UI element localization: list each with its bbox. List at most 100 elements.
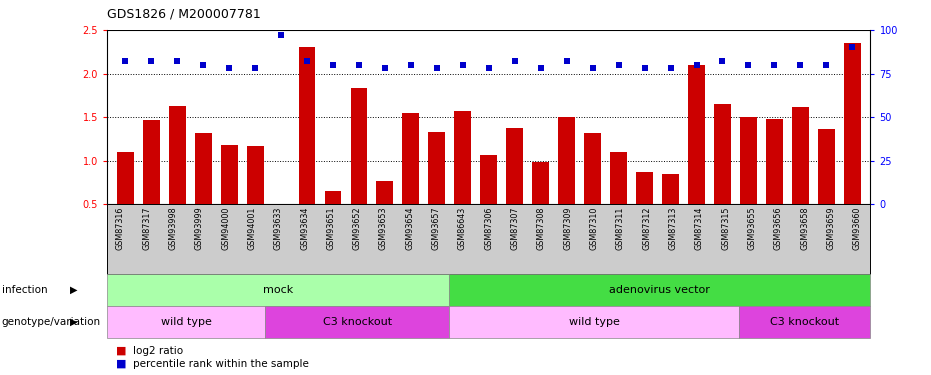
Point	[222, 65, 236, 71]
Bar	[169, 106, 185, 204]
Text: GSM87308: GSM87308	[537, 206, 546, 250]
Bar	[792, 107, 809, 204]
Text: GSM93653: GSM93653	[379, 206, 388, 250]
Text: log2 ratio: log2 ratio	[133, 346, 183, 355]
Point	[300, 58, 315, 64]
Text: GSM87310: GSM87310	[589, 206, 599, 250]
Point	[352, 62, 367, 68]
Text: adenovirus vector: adenovirus vector	[610, 285, 710, 295]
Bar	[740, 117, 757, 204]
Point	[767, 62, 782, 68]
Bar	[142, 120, 159, 204]
Text: GSM86643: GSM86643	[458, 206, 467, 249]
Text: GSM87312: GSM87312	[642, 206, 651, 250]
Text: GSM87309: GSM87309	[563, 206, 573, 250]
Point	[455, 62, 470, 68]
Point	[586, 65, 600, 71]
Text: GSM93634: GSM93634	[300, 206, 309, 250]
Point	[143, 58, 158, 64]
Point	[403, 62, 418, 68]
Text: GSM93656: GSM93656	[774, 206, 783, 250]
Bar	[350, 88, 368, 204]
Bar	[376, 181, 394, 204]
Text: wild type: wild type	[161, 316, 211, 327]
Point	[819, 62, 834, 68]
Text: wild type: wild type	[569, 316, 619, 327]
Point	[377, 65, 392, 71]
Point	[560, 58, 574, 64]
Text: GSM93633: GSM93633	[274, 206, 283, 250]
Point	[741, 62, 756, 68]
Point	[844, 45, 859, 51]
Text: GSM93659: GSM93659	[827, 206, 835, 250]
Text: GSM87306: GSM87306	[484, 206, 493, 250]
Bar	[714, 104, 731, 204]
Bar	[662, 174, 679, 204]
Point	[169, 58, 184, 64]
Text: infection: infection	[2, 285, 47, 295]
Text: GSM93999: GSM93999	[195, 206, 204, 250]
Text: GSM93998: GSM93998	[169, 206, 178, 250]
Text: GSM93654: GSM93654	[405, 206, 414, 250]
Point	[248, 65, 263, 71]
Text: GSM87314: GSM87314	[695, 206, 704, 250]
Bar	[402, 113, 419, 204]
Bar	[585, 133, 601, 204]
Bar	[428, 132, 445, 204]
Bar	[818, 129, 835, 204]
Text: GSM93652: GSM93652	[353, 206, 361, 250]
Point	[715, 58, 730, 64]
Text: GSM94001: GSM94001	[248, 206, 256, 250]
Point	[429, 65, 444, 71]
Text: genotype/variation: genotype/variation	[2, 316, 101, 327]
Point	[326, 62, 341, 68]
Text: GDS1826 / M200007781: GDS1826 / M200007781	[107, 8, 261, 21]
Point	[481, 65, 496, 71]
Text: GSM87316: GSM87316	[115, 206, 125, 250]
Bar	[610, 152, 627, 204]
Text: ▶: ▶	[70, 285, 77, 295]
Bar	[221, 145, 237, 204]
Bar	[766, 119, 783, 204]
Text: GSM87313: GSM87313	[668, 206, 678, 250]
Point	[274, 32, 289, 38]
Point	[663, 65, 678, 71]
Text: GSM87315: GSM87315	[722, 206, 730, 250]
Bar	[454, 111, 471, 204]
Text: ▶: ▶	[70, 316, 77, 327]
Text: GSM93658: GSM93658	[800, 206, 809, 250]
Point	[507, 58, 522, 64]
Point	[689, 62, 704, 68]
Text: percentile rank within the sample: percentile rank within the sample	[133, 359, 309, 369]
Point	[533, 65, 548, 71]
Text: GSM94000: GSM94000	[221, 206, 230, 250]
Bar	[843, 43, 861, 204]
Text: ■: ■	[116, 359, 127, 369]
Bar	[688, 65, 705, 204]
Point	[637, 65, 652, 71]
Bar	[299, 48, 316, 204]
Bar	[559, 117, 575, 204]
Bar	[116, 152, 134, 204]
Text: ■: ■	[116, 346, 127, 355]
Text: GSM93660: GSM93660	[853, 206, 862, 250]
Text: GSM93655: GSM93655	[748, 206, 757, 250]
Bar	[636, 172, 653, 204]
Bar	[195, 133, 211, 204]
Bar	[506, 128, 523, 204]
Point	[611, 62, 626, 68]
Text: C3 knockout: C3 knockout	[770, 316, 839, 327]
Bar	[480, 154, 497, 204]
Text: mock: mock	[263, 285, 293, 295]
Bar	[533, 162, 549, 204]
Text: C3 knockout: C3 knockout	[322, 316, 392, 327]
Text: GSM87307: GSM87307	[510, 206, 519, 250]
Text: GSM93651: GSM93651	[327, 206, 335, 250]
Text: GSM93657: GSM93657	[432, 206, 440, 250]
Bar	[325, 191, 342, 204]
Bar	[247, 146, 263, 204]
Text: GSM87317: GSM87317	[142, 206, 151, 250]
Text: GSM87311: GSM87311	[616, 206, 625, 250]
Point	[196, 62, 210, 68]
Point	[793, 62, 808, 68]
